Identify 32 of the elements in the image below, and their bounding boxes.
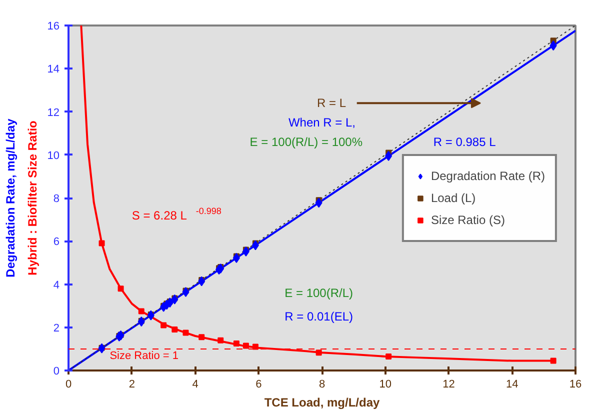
x-tick-label: 6: [256, 378, 262, 390]
annotation: E = 100(R/L): [284, 286, 354, 300]
legend-label: Load (L): [430, 190, 476, 204]
x-axis-title: TCE Load, mg/L/day: [264, 396, 380, 410]
y-tick-label: 2: [53, 322, 60, 334]
x-tick-label: 16: [569, 378, 582, 390]
text: Hybrid : Biofilter Size Ratio: [25, 120, 40, 276]
y-tick-label: 4: [53, 279, 60, 292]
legend-label: Degradation Rate (R): [430, 168, 545, 182]
y-tick-label: 14: [47, 64, 60, 76]
legend-label: Size Ratio (S): [430, 212, 505, 226]
text: Degradation Rate, mg/L/day: [4, 118, 18, 278]
y-tick-label: 6: [53, 236, 60, 248]
y-tick-label: 8: [53, 193, 60, 205]
annotation: R = 0.985 L: [433, 134, 496, 149]
x-tick-label: 8: [318, 378, 326, 390]
annotation: R = 0.01(EL): [284, 310, 354, 324]
annotation: S = 6.28 L-0.998: [132, 206, 222, 222]
annotation: E = 100(R/L) = 100%: [250, 134, 363, 149]
annotation: R = L: [317, 96, 346, 110]
x-tick-label: 0: [65, 378, 72, 390]
y-tick-label: 12: [47, 106, 60, 119]
x-tick-label: 14: [506, 378, 518, 390]
annotation: When R = L,: [288, 116, 356, 130]
x-tick-label: 12: [442, 378, 455, 390]
y-tick-label: 10: [47, 150, 60, 162]
ref-line-label: Size Ratio = 1: [110, 350, 178, 362]
x-tick-label: 10: [379, 378, 392, 390]
x-tick-label: 2: [128, 378, 135, 390]
y-tick-label: 0: [53, 366, 60, 378]
x-tick-label: 4: [192, 378, 198, 390]
y-tick-label: 16: [47, 20, 60, 32]
